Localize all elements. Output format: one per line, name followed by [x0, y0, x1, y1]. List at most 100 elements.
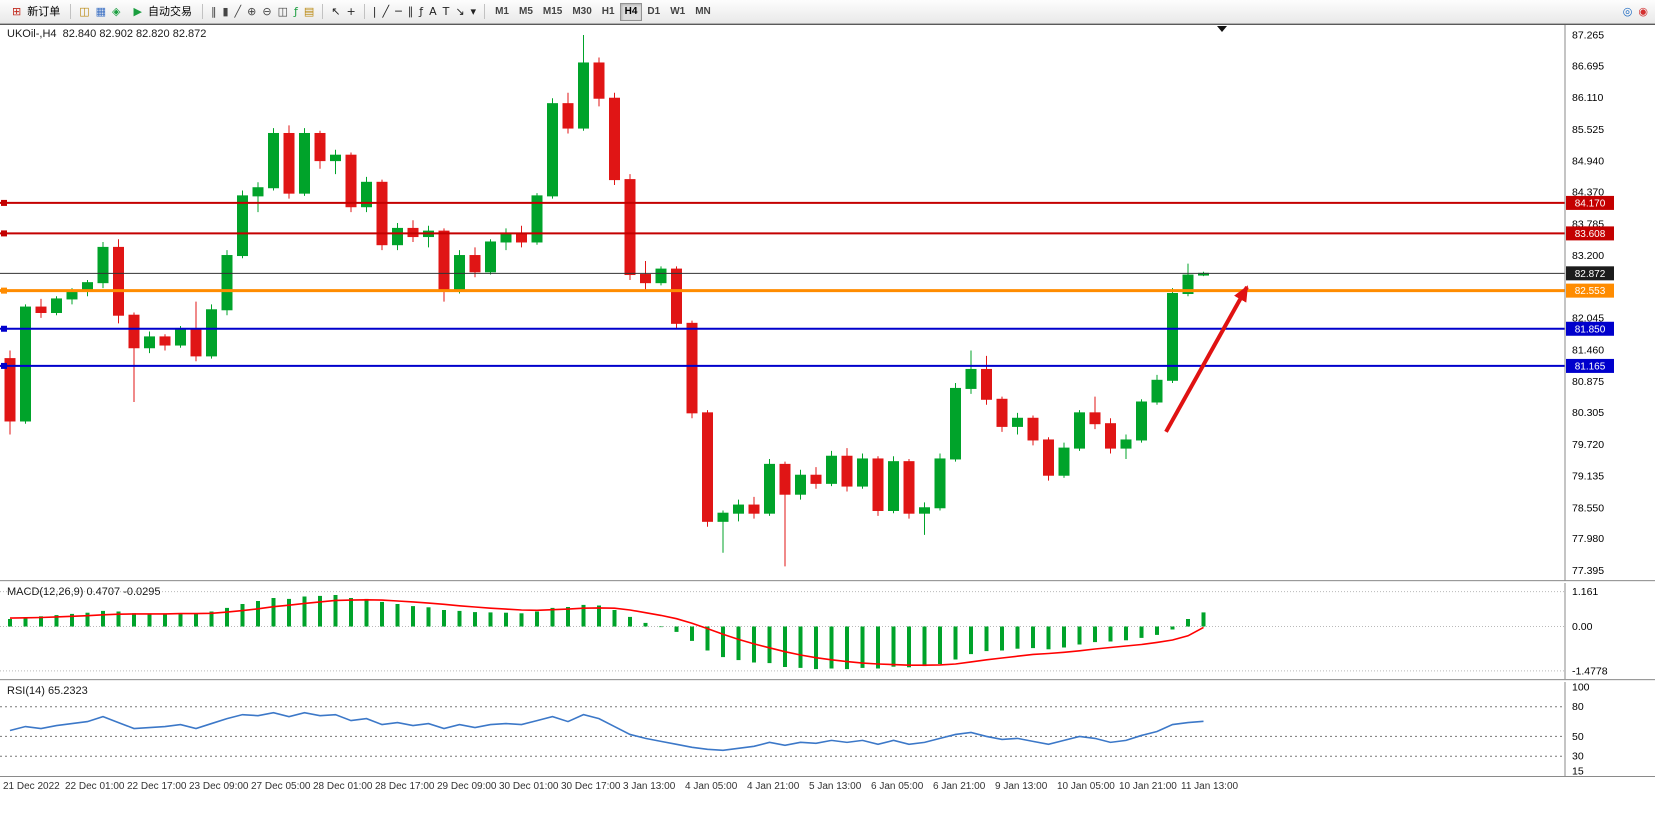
fibonacci-icon[interactable]: ƒ	[416, 3, 426, 21]
toolbar-separator	[322, 4, 324, 19]
zoom-in-icon[interactable]: ⊕	[244, 3, 259, 21]
time-label: 10 Jan 21:00	[1119, 781, 1177, 792]
rsi-label: RSI(14) 65.2323	[7, 685, 88, 697]
svg-text:82.872: 82.872	[1575, 269, 1606, 280]
rsi-indicator-panel[interactable]: 100 80 50 30 15 RSI(14) 65.2323	[0, 682, 1655, 776]
time-label: 30 Dec 01:00	[499, 781, 559, 792]
vertical-line-icon[interactable]: |	[370, 3, 380, 21]
candlestick-chart[interactable]: 87.26586.69586.11085.52584.94084.37083.7…	[0, 25, 1655, 581]
new-order-label: 新订单	[27, 5, 61, 18]
tile-windows-icon[interactable]: ◫	[275, 3, 291, 21]
svg-text:84.370: 84.370	[1572, 187, 1604, 199]
svg-text:85.525: 85.525	[1572, 124, 1604, 136]
label-icon[interactable]: T	[440, 3, 453, 21]
toolbar-separator	[484, 4, 486, 19]
timeframe-H1[interactable]: H1	[597, 3, 620, 21]
channel-icon[interactable]: ∥	[405, 3, 417, 21]
toolbar-separator	[70, 4, 72, 19]
svg-text:80: 80	[1572, 701, 1584, 713]
chart-window-icon[interactable]: ◫	[76, 3, 92, 21]
time-label: 30 Dec 17:00	[561, 781, 621, 792]
cursor-icon[interactable]: ↖	[328, 3, 343, 21]
timeframe-M15[interactable]: M15	[538, 3, 567, 21]
svg-text:86.110: 86.110	[1572, 92, 1603, 104]
zoom-out-icon[interactable]: ⊖	[259, 3, 274, 21]
svg-text:83.608: 83.608	[1575, 229, 1606, 240]
panel-splitter[interactable]	[0, 580, 1655, 583]
time-label: 27 Dec 05:00	[251, 781, 311, 792]
timeframe-W1[interactable]: W1	[665, 3, 690, 21]
trendline-icon[interactable]: ╱	[379, 3, 392, 21]
price-chart-panel[interactable]: 87.265 86.695 86.110 85.525 84.940 84.370 83.7…	[0, 24, 1655, 581]
svg-text:87.265: 87.265	[1572, 30, 1604, 42]
templates-icon[interactable]: ▤	[301, 3, 317, 21]
profiles-icon[interactable]: ▦	[93, 3, 109, 21]
time-label: 4 Jan 21:00	[747, 781, 800, 792]
timeframe-M1[interactable]: M1	[490, 3, 514, 21]
pointer-tools-group: ↖ +	[328, 3, 358, 21]
auto-trading-icon: ▶	[133, 4, 142, 18]
svg-text:77.980: 77.980	[1572, 533, 1604, 545]
svg-text:81.165: 81.165	[1575, 361, 1606, 372]
window-icons-group: ◫ ▦ ◈	[76, 3, 123, 21]
timeframe-D1[interactable]: D1	[642, 3, 665, 21]
time-axis[interactable]: 21 Dec 2022 22 Dec 01:00 22 Dec 17:00 23 De…	[0, 776, 1655, 818]
svg-text:0.00: 0.00	[1572, 621, 1593, 633]
svg-text:81.850: 81.850	[1575, 324, 1606, 335]
svg-text:-1.4778: -1.4778	[1572, 665, 1608, 677]
timeframe-M30[interactable]: M30	[567, 3, 596, 21]
dropdown-icon[interactable]: ▾	[468, 3, 480, 21]
bar-chart-icon[interactable]: ‖	[208, 3, 220, 21]
time-label: 3 Jan 13:00	[623, 781, 676, 792]
time-label: 28 Dec 17:00	[375, 781, 435, 792]
time-label: 23 Dec 09:00	[189, 781, 249, 792]
time-label: 5 Jan 13:00	[809, 781, 862, 792]
time-label: 6 Jan 05:00	[871, 781, 924, 792]
drawing-tools-group: | ╱ ─ ∥ ƒ A T ↘ ▾	[370, 3, 479, 21]
auto-trading-label: 自动交易	[147, 5, 192, 18]
svg-text:79.720: 79.720	[1572, 439, 1604, 451]
svg-text:78.550: 78.550	[1572, 502, 1604, 514]
macd-signal-line	[9, 598, 1204, 666]
timeframe-H4[interactable]: H4	[619, 2, 643, 21]
timeframe-MN[interactable]: MN	[690, 3, 716, 21]
svg-text:86.695: 86.695	[1572, 60, 1604, 72]
indicators-icon[interactable]: ƒ	[291, 3, 301, 21]
text-icon[interactable]: A	[426, 3, 440, 21]
arrows-icon[interactable]: ↘	[452, 3, 467, 21]
svg-text:30: 30	[1572, 751, 1584, 763]
svg-text:82.045: 82.045	[1572, 313, 1604, 325]
svg-text:83.200: 83.200	[1572, 250, 1604, 262]
svg-text:50: 50	[1572, 731, 1584, 743]
search-icon[interactable]: ◎	[1620, 3, 1636, 21]
time-label: 11 Jan 13:00	[1181, 781, 1239, 792]
macd-indicator-panel[interactable]: 1.161 0.00 -1.4778 MACD(12,26,9) 0.4707 -0…	[0, 583, 1655, 679]
candlestick-chart-icon[interactable]: ▮	[219, 3, 231, 21]
new-order-icon: ⊞	[12, 4, 22, 18]
svg-text:81.460: 81.460	[1572, 344, 1604, 356]
auto-trading-button[interactable]: ▶ 自动交易	[126, 1, 197, 23]
timeframe-M5[interactable]: M5	[514, 3, 538, 21]
time-label: 28 Dec 01:00	[313, 781, 373, 792]
timeframe-toolbar: M1 M5 M15 M30 H1 H4 D1 W1 MN	[490, 2, 716, 21]
panel-splitter[interactable]	[0, 679, 1655, 682]
community-icon[interactable]: ◉	[1635, 3, 1651, 21]
time-label: 21 Dec 2022	[3, 781, 60, 792]
market-watch-icon[interactable]: ◈	[109, 3, 123, 21]
rsi-chart[interactable]: 100 80 50 30 15	[0, 682, 1655, 776]
crosshair-icon[interactable]: +	[344, 3, 359, 21]
svg-text:84.940: 84.940	[1572, 156, 1604, 168]
chart-shift-marker	[1217, 26, 1227, 32]
symbol-ohlc-label: UKOil-,H4 82.840 82.902 82.820 82.872	[7, 28, 207, 40]
svg-text:82.553: 82.553	[1575, 286, 1606, 297]
macd-chart[interactable]: 1.161 0.00 -1.4778	[0, 583, 1655, 679]
time-label: 22 Dec 01:00	[65, 781, 125, 792]
svg-text:84.170: 84.170	[1575, 198, 1606, 209]
new-order-button[interactable]: ⊞ 新订单	[4, 1, 65, 23]
horizontal-line-icon[interactable]: ─	[392, 3, 405, 21]
svg-text:15: 15	[1572, 766, 1584, 776]
line-chart-icon[interactable]: ╱	[232, 3, 245, 21]
time-label: 6 Jan 21:00	[933, 781, 986, 792]
chart-tools-group: ‖ ▮ ╱ ⊕ ⊖ ◫ ƒ ▤	[208, 3, 317, 21]
svg-text:80.305: 80.305	[1572, 407, 1604, 419]
